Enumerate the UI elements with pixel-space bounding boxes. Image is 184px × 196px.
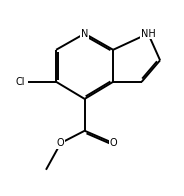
Text: O: O xyxy=(109,138,117,148)
Text: NH: NH xyxy=(141,29,155,39)
Text: Cl: Cl xyxy=(15,77,25,87)
Text: N: N xyxy=(81,29,88,39)
Text: O: O xyxy=(57,138,65,148)
